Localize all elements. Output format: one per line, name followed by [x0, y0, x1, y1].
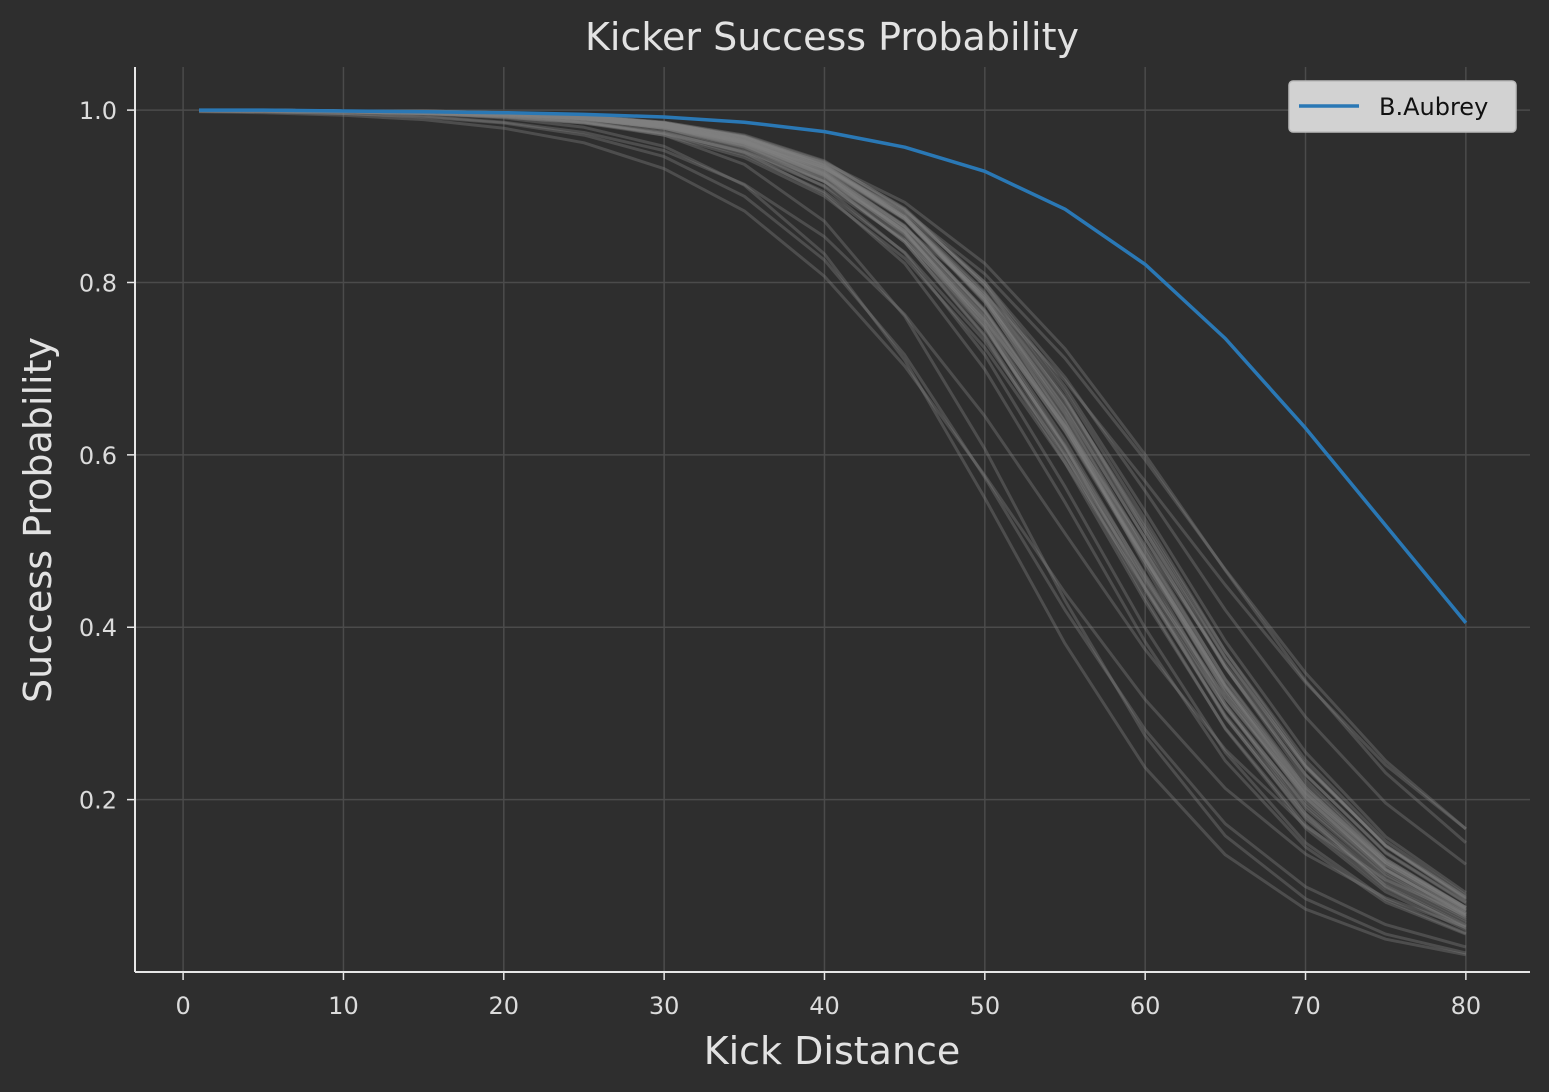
grid — [135, 67, 1530, 972]
x-tick-label: 80 — [1451, 992, 1482, 1020]
x-tick-label: 50 — [970, 992, 1001, 1020]
x-tick-label: 30 — [649, 992, 680, 1020]
axes — [134, 67, 1530, 973]
x-tick-label: 10 — [328, 992, 359, 1020]
background-series-group — [199, 108, 1467, 957]
legend-box — [1288, 80, 1517, 133]
x-axis-title: Kick Distance — [704, 1029, 961, 1073]
chart-title: Kicker Success Probability — [585, 15, 1079, 59]
background-series-line — [199, 109, 1467, 949]
y-tick-label: 0.4 — [79, 614, 117, 642]
x-tick-label: 40 — [809, 992, 840, 1020]
x-tick-label: 0 — [175, 992, 190, 1020]
legend-label-b-aubrey: B.Aubrey — [1379, 93, 1488, 121]
x-ticks: 0 10 20 30 40 50 60 70 80 — [175, 972, 1481, 1020]
series-line-b-aubrey — [199, 108, 1468, 625]
legend: B.Aubrey — [1288, 80, 1517, 133]
x-tick-label: 70 — [1290, 992, 1321, 1020]
y-ticks: 0.2 0.4 0.6 0.8 1.0 — [79, 97, 135, 815]
y-tick-label: 0.2 — [79, 787, 117, 815]
x-tick-label: 60 — [1130, 992, 1161, 1020]
background-series-line — [199, 109, 1467, 917]
highlight-series-group — [199, 108, 1468, 625]
x-tick-label: 20 — [489, 992, 520, 1020]
background-series-line — [199, 110, 1467, 929]
y-tick-label: 1.0 — [79, 97, 117, 125]
y-tick-label: 0.8 — [79, 269, 117, 297]
y-tick-label: 0.6 — [79, 442, 117, 470]
y-axis-title: Success Probability — [16, 337, 60, 703]
